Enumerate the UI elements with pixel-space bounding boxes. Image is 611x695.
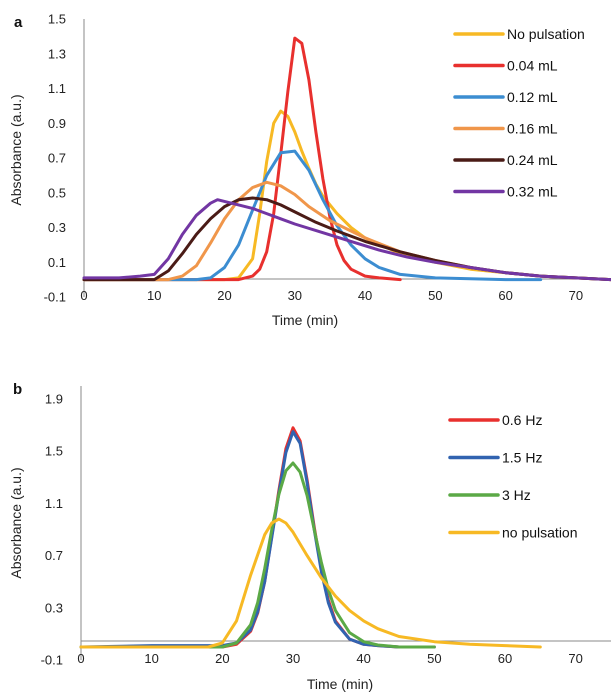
- series-line-0-04-ml: [82, 36, 402, 282]
- x-tick-label: 30: [286, 651, 300, 666]
- legend-label: no pulsation: [502, 525, 578, 541]
- y-tick-label: 1.3: [48, 46, 66, 61]
- chart-panel-a: a -0.1 0.1 0.3 0.5 0.7 0.9 1.1 1.3 1.5 0 10 20 30 40 50…: [8, 12, 611, 328]
- x-tick-label: 50: [427, 651, 441, 666]
- x-tick-label: 60: [498, 651, 512, 666]
- x-tick-label: 40: [356, 651, 370, 666]
- x-tick-label: 10: [144, 651, 158, 666]
- x-tick-label: 0: [77, 651, 84, 666]
- legend-label: 0.24 mL: [507, 152, 558, 168]
- y-tick-label: -0.1: [44, 290, 66, 305]
- x-tick-label: 60: [498, 288, 512, 303]
- series-line-0-12-ml: [82, 149, 543, 282]
- x-tick-label: 0: [80, 288, 87, 303]
- legend-label: No pulsation: [507, 26, 585, 42]
- y-tick-label: 0.9: [48, 116, 66, 131]
- x-axis-label: Time (min): [272, 312, 338, 328]
- legend: No pulsation 0.04 mL 0.12 mL 0.16 mL 0.24 mL…: [453, 26, 585, 200]
- y-tick-label: 1.9: [45, 392, 63, 407]
- chart-panel-b: b -0.1 0.3 0.7 1.1 1.5 1.9 0 10 20 30 40 50 60 70 Time …: [8, 381, 611, 692]
- x-tick-label: 70: [568, 651, 582, 666]
- y-tick-label: 0.7: [48, 151, 66, 166]
- legend-label: 1.5 Hz: [502, 450, 542, 466]
- x-tick-label: 20: [215, 651, 229, 666]
- y-axis-label: Absorbance (a.u.): [8, 467, 24, 578]
- legend-label: 0.32 mL: [507, 184, 558, 200]
- y-tick-label: -0.1: [41, 653, 63, 668]
- x-axis-label: Time (min): [307, 676, 373, 692]
- x-tick-label: 40: [358, 288, 372, 303]
- legend: 0.6 Hz 1.5 Hz 3 Hz no pulsation: [448, 412, 578, 541]
- y-tick-label: 1.5: [45, 444, 63, 459]
- x-tick-label: 10: [147, 288, 161, 303]
- legend-label: 0.6 Hz: [502, 412, 542, 428]
- series-line-3-hz: [79, 461, 436, 649]
- legend-label: 0.12 mL: [507, 89, 558, 105]
- y-tick-label: 0.1: [48, 255, 66, 270]
- y-tick-label: 0.3: [45, 600, 63, 615]
- x-tick-label: 20: [217, 288, 231, 303]
- x-tick-label: 70: [569, 288, 583, 303]
- series-line-1-5-hz: [79, 430, 436, 649]
- panel-label: b: [13, 381, 22, 398]
- legend-label: 0.04 mL: [507, 58, 558, 74]
- legend-label: 0.16 mL: [507, 121, 558, 137]
- series-line-0-32-ml: [82, 198, 611, 282]
- y-tick-label: 0.5: [48, 185, 66, 200]
- y-tick-label: 0.7: [45, 548, 63, 563]
- x-tick-label: 50: [428, 288, 442, 303]
- series-line-no-pulsation: [79, 517, 542, 649]
- y-axis-label: Absorbance (a.u.): [8, 94, 24, 205]
- panel-label: a: [14, 14, 23, 31]
- legend-label: 3 Hz: [502, 487, 531, 503]
- x-tick-label: 30: [288, 288, 302, 303]
- y-tick-label: 1.5: [48, 12, 66, 27]
- y-tick-label: 1.1: [48, 81, 66, 96]
- y-tick-label: 0.3: [48, 220, 66, 235]
- y-tick-label: 1.1: [45, 496, 63, 511]
